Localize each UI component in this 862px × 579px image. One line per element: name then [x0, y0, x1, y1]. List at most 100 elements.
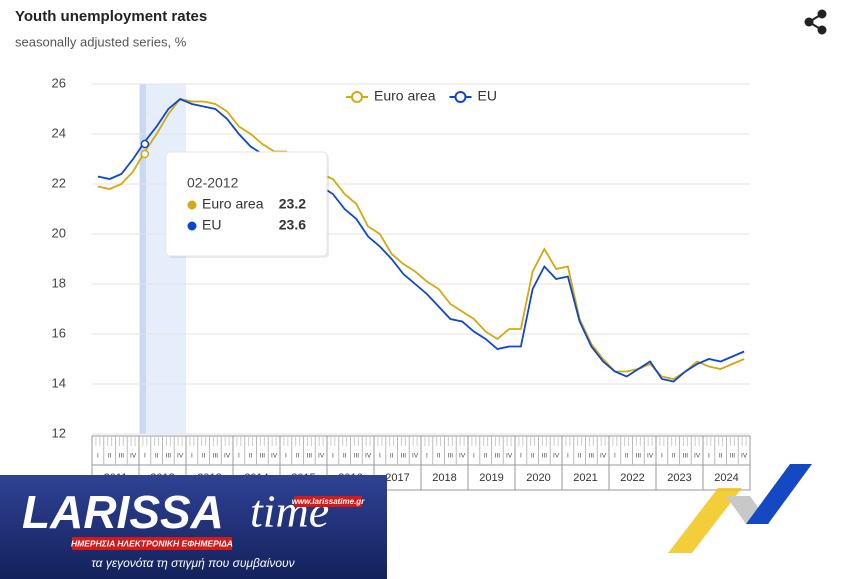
series-line — [97, 97, 745, 383]
quarter-label: IV — [224, 453, 231, 460]
y-tick-label: 18 — [52, 275, 66, 290]
hover-marker — [140, 139, 150, 149]
year-label: 2021 — [573, 472, 597, 484]
quarter-label: IV — [600, 453, 607, 460]
tooltip-value: 23.2 — [279, 196, 306, 212]
quarter-label: II — [531, 453, 535, 460]
tooltip-period: 02-2012 — [187, 175, 239, 191]
quarter-label: III — [401, 453, 407, 460]
tooltip-dot — [187, 221, 197, 231]
corner-logo — [668, 464, 812, 553]
quarter-label: I — [332, 453, 334, 460]
quarter-label: II — [672, 453, 676, 460]
quarter-label: I — [708, 453, 710, 460]
legend-marker — [454, 91, 467, 103]
url-strip — [294, 496, 362, 507]
quarter-label: III — [448, 453, 454, 460]
quarter-label: I — [661, 453, 663, 460]
quarter-label: I — [97, 453, 99, 460]
quarter-label: IV — [459, 453, 466, 460]
y-tick-label: 20 — [52, 225, 66, 240]
quarter-label: I — [285, 453, 287, 460]
quarter-label: IV — [412, 453, 419, 460]
quarter-label: II — [390, 453, 394, 460]
quarter-label: III — [260, 453, 266, 460]
quarter-label: IV — [741, 453, 748, 460]
year-label: 2019 — [479, 472, 503, 484]
watermark-brand: LARISSA — [22, 486, 224, 538]
year-label: 2018 — [432, 472, 456, 484]
year-label: 2022 — [620, 472, 644, 484]
quarter-label: I — [473, 453, 475, 460]
watermark-slogan: τα γεγονότα τη στιγμή που συμβαίνουν — [91, 556, 294, 570]
quarter-label: II — [437, 453, 441, 460]
quarter-label: III — [636, 453, 642, 460]
quarter-label: I — [426, 453, 428, 460]
quarter-label: II — [625, 453, 629, 460]
year-label: 2023 — [667, 472, 691, 484]
quarter-label: II — [202, 453, 206, 460]
quarter-label: III — [683, 453, 689, 460]
quarter-label: III — [354, 453, 360, 460]
tooltip — [165, 151, 328, 257]
quarter-label: III — [166, 453, 172, 460]
legend-label: Euro area — [374, 88, 436, 104]
quarter-label: IV — [647, 453, 654, 460]
quarter-label: IV — [553, 453, 560, 460]
tooltip-dot — [187, 200, 197, 210]
tooltip-name: EU — [202, 217, 221, 233]
y-tick-label: 26 — [52, 75, 66, 90]
y-tick-label: 22 — [52, 175, 66, 190]
quarter-label: II — [108, 453, 112, 460]
quarter-label: IV — [177, 453, 184, 460]
quarter-label: III — [495, 453, 501, 460]
watermark-brand2: time — [250, 486, 329, 537]
hover-marker — [140, 149, 150, 159]
quarter-label: II — [484, 453, 488, 460]
quarter-label: I — [520, 453, 522, 460]
year-label: 2024 — [714, 472, 738, 484]
quarter-label: IV — [271, 453, 278, 460]
watermark-url: www.larissatime.gr — [292, 497, 366, 506]
tooltip-name: Euro area — [202, 196, 264, 212]
watermark-tagline: ΗΜΕΡΗΣΙΑ ΗΛΕΚΤΡΟΝΙΚΗ ΕΦΗΜΕΡΙΔΑ — [71, 538, 233, 548]
hover-band — [139, 84, 186, 434]
quarter-label: III — [730, 453, 736, 460]
quarter-label: I — [567, 453, 569, 460]
watermark: LARISSA time www.larissatime.gr ΗΜΕΡΗΣΙΑ… — [0, 475, 387, 579]
y-tick-label: 14 — [52, 375, 66, 390]
quarter-label: II — [249, 453, 253, 460]
quarter-label: III — [307, 453, 313, 460]
quarter-label: IV — [694, 453, 701, 460]
quarter-label: IV — [365, 453, 372, 460]
share-button[interactable] — [804, 9, 827, 35]
quarter-label: IV — [318, 453, 325, 460]
quarter-label: I — [144, 453, 146, 460]
quarter-label: I — [614, 453, 616, 460]
y-tick-label: 12 — [52, 425, 66, 440]
quarter-label: I — [238, 453, 240, 460]
quarter-label: IV — [130, 453, 137, 460]
quarter-label: II — [343, 453, 347, 460]
quarter-label: II — [578, 453, 582, 460]
legend-label: EU — [477, 88, 496, 104]
y-tick-label: 16 — [52, 325, 66, 340]
quarter-label: III — [213, 453, 219, 460]
quarter-label: III — [542, 453, 548, 460]
y-tick-label: 24 — [52, 125, 66, 140]
quarter-label: III — [589, 453, 595, 460]
quarter-label: IV — [506, 453, 513, 460]
plot-area: 1214161820222426IIIIIIIV2011IIIIIIIV2012… — [52, 75, 751, 491]
quarter-label: II — [155, 453, 159, 460]
year-label: 2017 — [385, 472, 409, 484]
quarter-label: I — [191, 453, 193, 460]
quarter-label: I — [379, 453, 381, 460]
tagline-strip — [72, 537, 232, 550]
chart-subtitle: seasonally adjusted series, % — [15, 34, 187, 49]
legend-marker — [351, 91, 363, 103]
quarter-label: II — [296, 453, 300, 460]
year-label: 2020 — [526, 472, 550, 484]
tooltip-value: 23.6 — [279, 217, 306, 233]
